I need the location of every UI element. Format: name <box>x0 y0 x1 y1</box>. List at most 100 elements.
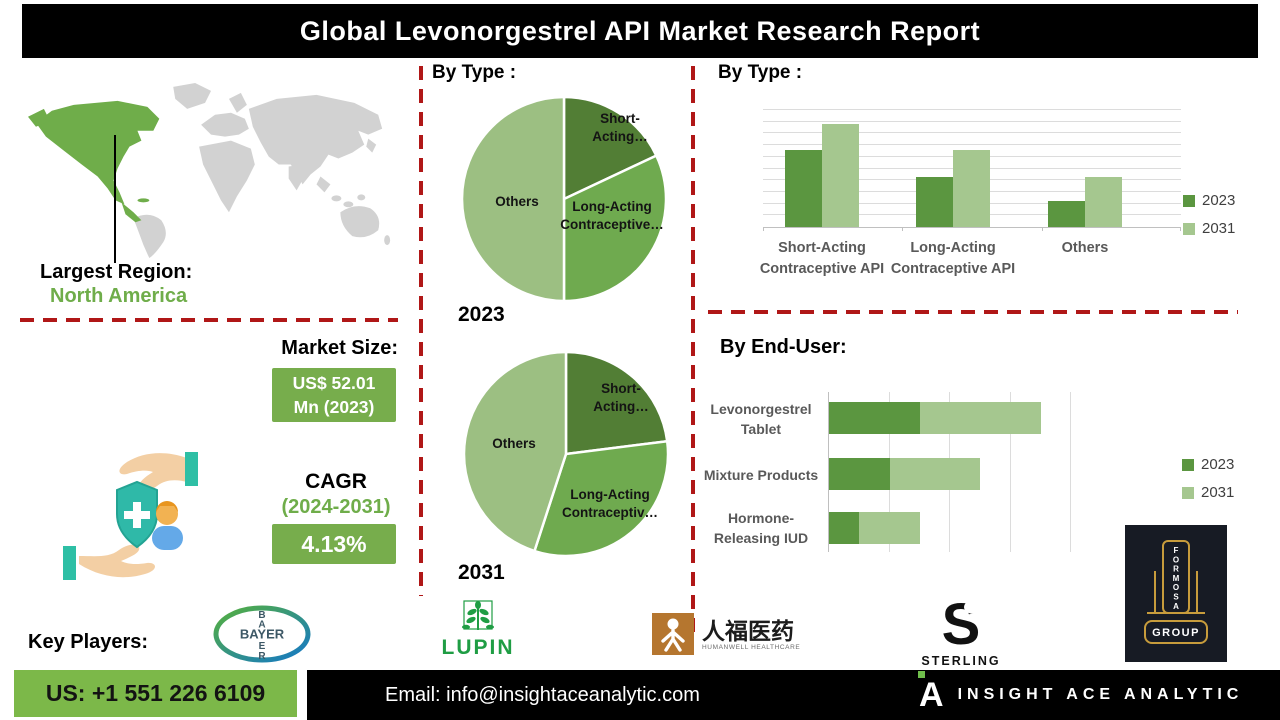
email-address: Email: info@insightaceanalytic.com <box>385 683 700 706</box>
formosa-letter-a: A <box>1173 602 1179 611</box>
lupin-wordmark: LUPIN <box>442 636 515 659</box>
hbar-2031-hormonereleasing <box>859 512 920 544</box>
axis-tick <box>763 227 764 231</box>
map-callout-line <box>114 135 116 263</box>
formosa-group-text: GROUP <box>1152 627 1200 639</box>
pie2-label-others: Others <box>492 436 536 451</box>
pie-slice-long-acting-contraceptive <box>562 154 668 303</box>
gridline <box>763 120 1181 122</box>
bayer-v-e: E <box>259 641 266 652</box>
sterling-logo-svg: S STERLING <box>921 592 1000 668</box>
sterling-wordmark: STERLING <box>921 654 1000 668</box>
world-map <box>26 78 414 263</box>
cagr-period: (2024-2031) <box>281 496 391 518</box>
brand-block: A INSIGHT ACE ANALYTIC <box>918 670 1244 720</box>
pie1-label-short-acting: Short-Acting… <box>592 111 648 144</box>
pie-slice-short-acting <box>564 350 669 456</box>
pie1-year: 2023 <box>458 303 505 326</box>
enduser-label-mixture: Mixture Products <box>703 467 819 483</box>
legend-swatch <box>1183 194 1195 207</box>
bar-2023-short-acting <box>785 149 822 227</box>
gridline <box>763 144 1181 146</box>
by-type-bar-title: By Type : <box>718 62 803 83</box>
brand-initial: A <box>919 676 944 714</box>
largest-region-label: Largest Region: <box>40 261 193 283</box>
bar-2031-short-acting <box>822 124 859 227</box>
hands-shield-icon <box>55 446 205 581</box>
hbar-2023-mixture <box>829 458 890 490</box>
formosa-letter-m: M <box>1173 574 1180 583</box>
brand-logo-icon: A <box>918 671 944 714</box>
legend-entry-2023: 2023 <box>1183 192 1235 209</box>
pie1-label-long-acting: Long-Acting Contraceptive… <box>560 199 664 232</box>
hbar-2023-hormonereleasing <box>829 512 860 544</box>
lupin-logo-svg: LUPIN <box>442 600 515 659</box>
humanwell-figure-svg <box>661 618 685 652</box>
cagr-label: CAGR <box>305 470 367 493</box>
legend-swatch <box>1183 222 1195 235</box>
pie2-year: 2031 <box>458 561 505 584</box>
north-america-region <box>27 100 160 223</box>
formosa-letter-o: O <box>1173 583 1179 592</box>
bar-2031-long-acting <box>953 149 990 227</box>
bayer-v-r: R <box>258 651 266 662</box>
largest-region-value: North America <box>50 285 188 307</box>
bayer-logo-svg: BAYER B A E R <box>213 605 311 663</box>
vertical-divider <box>691 66 695 640</box>
humanwell-text-block: 人福医药 HUMANWELL HEALTHCARE <box>702 618 800 651</box>
hbar-2031-mixture <box>889 458 981 490</box>
axis-tick <box>1180 227 1181 231</box>
key-players-label: Key Players: <box>28 631 149 653</box>
gridline <box>763 109 1181 110</box>
bar-category-others: Others <box>1061 240 1109 256</box>
pie2-label-long-acting: Long-Acting Contraceptiv… <box>561 487 659 520</box>
enduser-label-iud: Hormone-Releasing IUD <box>713 510 809 546</box>
by-type-pie-title: By Type : <box>432 62 517 83</box>
gridline <box>1070 392 1071 552</box>
vertical-divider <box>419 66 423 596</box>
formosa-letter-s: S <box>1173 593 1179 602</box>
formosa-letter-o: O <box>1173 555 1179 564</box>
legend-swatch <box>1182 486 1194 499</box>
bar-category-long-acting: Long-Acting Contraceptive API <box>890 240 1016 277</box>
axis-tick <box>902 227 903 231</box>
horizontal-divider <box>20 318 398 322</box>
pie-slice-others <box>462 350 568 553</box>
by-end-user-title: By End-User: <box>720 336 847 358</box>
legend-entry-2031: 2031 <box>1182 484 1234 501</box>
bar-category-short-acting: Short-Acting Contraceptive API <box>759 240 885 277</box>
world-map-svg <box>27 82 391 259</box>
formosa-letter-f: F <box>1174 546 1179 555</box>
cagr-value: 4.13% <box>301 530 367 557</box>
bayer-wordmark: BAYER <box>240 627 285 642</box>
formosa-letter-r: R <box>1173 565 1179 574</box>
brand-name: INSIGHT ACE ANALYTIC <box>957 686 1244 703</box>
pie1-svg <box>460 95 668 303</box>
axis-tick <box>1042 227 1043 231</box>
humanwell-figure-icon <box>652 613 694 655</box>
gridline <box>1009 392 1011 552</box>
by-end-user-chart <box>828 392 1071 552</box>
humanwell-subtitle: HUMANWELL HEALTHCARE <box>702 643 801 651</box>
pie-slice-long-acting-contraceptiv <box>533 439 670 558</box>
pie1-label-others: Others <box>495 194 539 209</box>
phone-number: US: +1 551 226 6109 <box>45 680 266 706</box>
legend-label: 2023 <box>1202 192 1236 209</box>
enduser-label-tablet: Levonorgestrel Tablet <box>710 401 812 437</box>
hbar-2023-levonorgestrel <box>829 402 920 434</box>
pie-chart-2023 <box>458 93 670 305</box>
lupin-logo: LUPIN <box>426 600 530 664</box>
report-title: Global Levonorgestrel API Market Researc… <box>299 15 981 46</box>
market-size-line2: Mn (2023) <box>293 397 375 417</box>
pie-slice-short-acting <box>562 95 658 201</box>
by-type-bar-chart <box>763 109 1181 231</box>
legend-label: 2031 <box>1201 484 1235 501</box>
pie2-label-short-acting: Short-Acting… <box>593 381 649 414</box>
legend-entry-2031: 2031 <box>1183 220 1235 237</box>
hbar-2031-levonorgestrel <box>919 402 1041 434</box>
market-size-label: Market Size: <box>281 337 398 359</box>
phone-banner: US: +1 551 226 6109 <box>14 670 297 717</box>
